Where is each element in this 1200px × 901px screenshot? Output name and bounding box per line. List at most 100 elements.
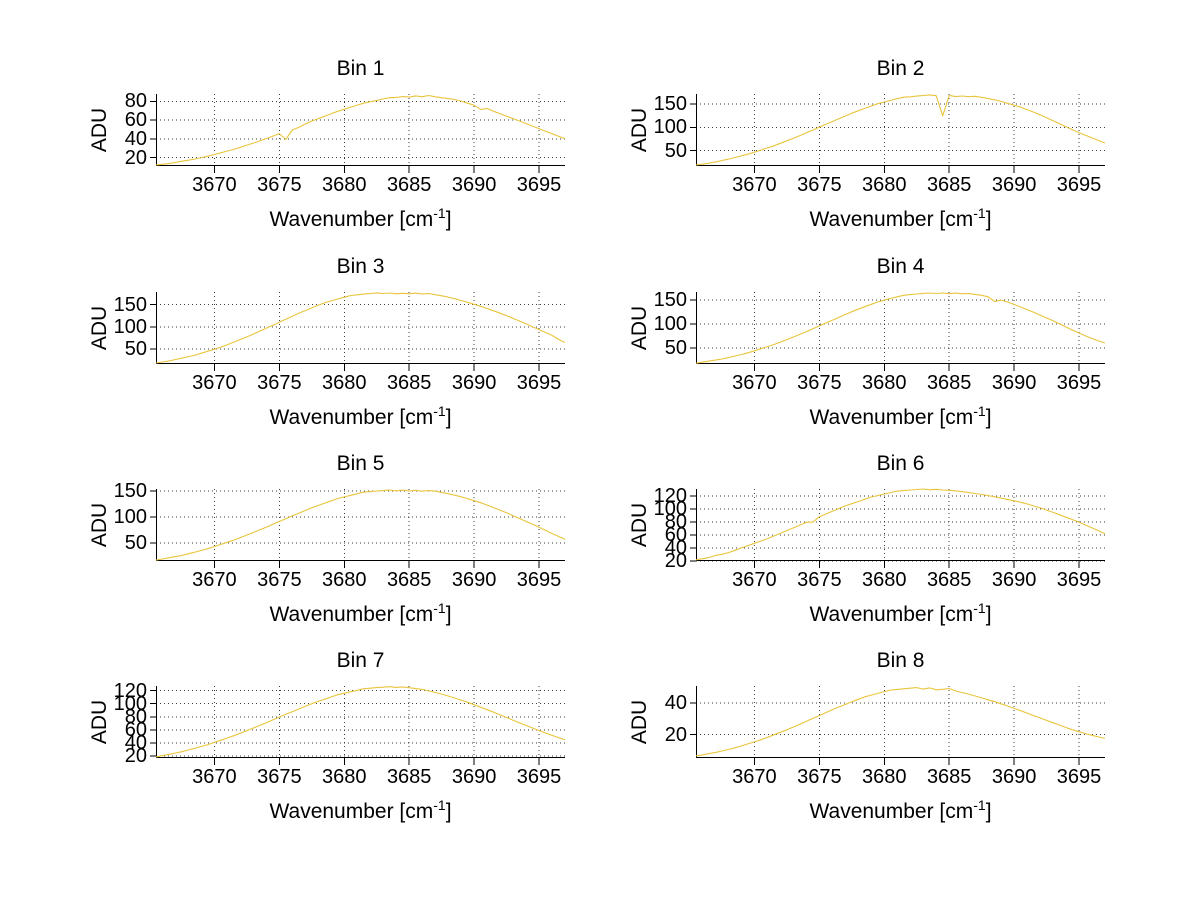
x-tick-label-bin-1: 3670 (192, 174, 237, 196)
y-tick-label-bin-7: 120 (113, 679, 147, 702)
y-tick-label-bin-6: 100 (653, 498, 687, 521)
y-tick-label-bin-3: 150 (113, 293, 147, 316)
y-tick-label-bin-5: 100 (113, 505, 147, 528)
x-axis-label-text: ] (985, 603, 992, 626)
x-axis-label-text: Wavenumber [cm (269, 603, 434, 626)
x-tick-label-bin-1: 3690 (451, 174, 497, 196)
x-axis-label-bin-5: Wavenumber [cm-1] (156, 600, 565, 627)
x-tick-label-bin-5: 3670 (192, 569, 237, 591)
x-tick-label-bin-5: 3695 (516, 569, 562, 591)
x-tick-label-bin-8: 3685 (926, 766, 972, 788)
x-tick-label-bin-1: 3685 (386, 174, 432, 196)
x-tick-label-bin-3: 3685 (386, 372, 432, 394)
x-axis-label-text: Wavenumber [cm (269, 800, 434, 823)
x-axis-label-exponent: -1 (973, 205, 986, 221)
y-tick-label-bin-3: 100 (113, 315, 147, 338)
y-tick-label-bin-8: 40 (664, 692, 687, 715)
x-tick-label-bin-8: 3670 (732, 766, 777, 788)
y-tick-label-bin-7: 60 (124, 718, 147, 741)
x-axis-label-bin-7: Wavenumber [cm-1] (156, 797, 565, 824)
x-tick-label-bin-7: 3680 (322, 766, 367, 788)
x-axis-label-bin-8: Wavenumber [cm-1] (696, 797, 1105, 824)
y-tick-label-bin-4: 100 (653, 312, 687, 335)
x-axis-label-text: Wavenumber [cm (269, 406, 434, 429)
plot-area-bin-5 (150, 489, 566, 568)
y-tick-label-bin-2: 50 (664, 139, 687, 162)
x-axis-label-exponent: -1 (973, 403, 986, 419)
plot-area-bin-2 (690, 94, 1106, 173)
x-tick-label-bin-4: 3680 (862, 372, 907, 394)
x-tick-label-bin-8: 3675 (797, 766, 842, 788)
subplot-title-bin-3: Bin 3 (336, 255, 385, 278)
subplot-title-bin-7: Bin 7 (336, 649, 385, 672)
x-axis-label-exponent: -1 (433, 205, 446, 221)
spectrum-curve-bin-3 (155, 292, 566, 364)
spectrum-curve-bin-2 (695, 94, 1106, 166)
x-tick-label-bin-6: 3675 (797, 569, 842, 591)
y-tick-label-bin-7: 80 (124, 705, 147, 728)
x-axis-label-exponent: -1 (973, 600, 986, 616)
subplot-title-bin-1: Bin 1 (336, 57, 385, 80)
x-axis-label-exponent: -1 (433, 600, 446, 616)
x-tick-label-bin-2: 3670 (732, 174, 777, 196)
x-tick-label-bin-4: 3675 (797, 372, 842, 394)
y-tick-label-bin-2: 150 (653, 93, 687, 116)
x-axis-label-text: ] (985, 208, 992, 231)
x-axis-label-text: Wavenumber [cm (809, 800, 974, 823)
y-tick-label-bin-1: 40 (124, 127, 147, 150)
x-tick-label-bin-4: 3685 (926, 372, 972, 394)
x-tick-label-bin-4: 3670 (732, 372, 777, 394)
x-tick-label-bin-8: 3690 (991, 766, 1037, 788)
x-tick-label-bin-3: 3675 (257, 372, 302, 394)
x-tick-label-bin-2: 3690 (991, 174, 1037, 196)
x-tick-label-bin-8: 3695 (1056, 766, 1102, 788)
spectrum-curve-bin-7 (155, 686, 566, 758)
plot-area-bin-8 (690, 686, 1106, 765)
x-axis-label-text: ] (445, 603, 452, 626)
x-axis-label-text: ] (445, 800, 452, 823)
x-tick-label-bin-7: 3670 (192, 766, 237, 788)
y-tick-label-bin-7: 40 (124, 731, 147, 754)
x-axis-label-exponent: -1 (433, 797, 446, 813)
x-axis-label-text: Wavenumber [cm (809, 406, 974, 429)
spectrum-curve-bin-5 (155, 489, 566, 561)
y-tick-label-bin-1: 60 (124, 109, 147, 132)
x-tick-label-bin-5: 3675 (257, 569, 302, 591)
x-tick-label-bin-5: 3685 (386, 569, 432, 591)
x-axis-label-text: ] (985, 406, 992, 429)
x-tick-label-bin-5: 3690 (451, 569, 497, 591)
x-tick-label-bin-4: 3695 (1056, 372, 1102, 394)
x-tick-label-bin-3: 3690 (451, 372, 497, 394)
plot-area-bin-4 (690, 292, 1106, 371)
x-tick-label-bin-6: 3670 (732, 569, 777, 591)
x-tick-label-bin-1: 3695 (516, 174, 562, 196)
y-tick-label-bin-7: 20 (124, 745, 147, 768)
y-tick-label-bin-4: 150 (653, 289, 687, 312)
y-tick-label-bin-6: 20 (664, 550, 687, 572)
y-tick-label-bin-1: 20 (124, 146, 147, 169)
subplot-title-bin-5: Bin 5 (336, 452, 385, 475)
x-tick-label-bin-2: 3685 (926, 174, 972, 196)
y-tick-label-bin-2: 100 (653, 116, 687, 139)
x-tick-label-bin-6: 3690 (991, 569, 1037, 591)
x-axis-label-exponent: -1 (973, 797, 986, 813)
x-tick-label-bin-7: 3675 (257, 766, 302, 788)
spectrum-curve-bin-4 (695, 292, 1106, 364)
x-tick-label-bin-3: 3670 (192, 372, 237, 394)
spectrum-curve-bin-8 (695, 687, 1106, 757)
y-tick-label-bin-5: 50 (124, 531, 147, 554)
x-axis-label-bin-2: Wavenumber [cm-1] (696, 205, 1105, 232)
x-axis-label-bin-3: Wavenumber [cm-1] (156, 404, 565, 430)
x-tick-label-bin-1: 3680 (322, 174, 367, 196)
y-tick-label-bin-3: 50 (124, 338, 147, 361)
plot-area-bin-1 (150, 94, 566, 173)
x-tick-label-bin-6: 3680 (862, 569, 907, 591)
x-tick-label-bin-7: 3690 (451, 766, 497, 788)
x-tick-label-bin-2: 3680 (862, 174, 907, 196)
subplot-title-bin-4: Bin 4 (876, 255, 925, 278)
x-axis-label-text: Wavenumber [cm (269, 208, 434, 231)
plot-area-bin-7 (150, 686, 566, 765)
x-axis-label-text: Wavenumber [cm (809, 208, 974, 231)
